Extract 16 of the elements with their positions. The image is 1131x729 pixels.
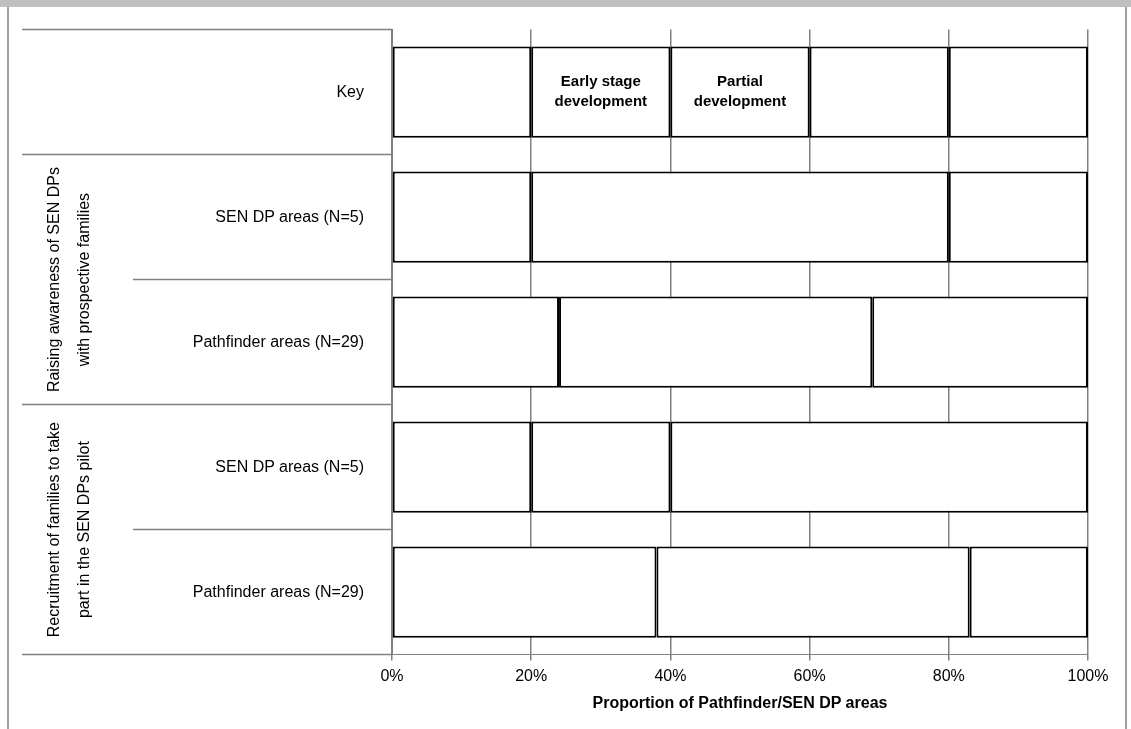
y-tick-label: Pathfinder areas (N=29) — [192, 332, 364, 350]
text: Recruitment of families to take part in the SEN DPs pilot — [45, 421, 93, 638]
y-tick-label: Pathfinder areas (N=29) — [192, 582, 364, 600]
x-tick-label: 40% — [654, 666, 687, 684]
x-tick-label: 100% — [1067, 666, 1109, 684]
y-tick-label: SEN DP areas (N=5) — [215, 457, 364, 475]
x-tick-label: 0% — [380, 666, 404, 684]
series-label: Early stage development — [554, 72, 648, 110]
text: Raising awareness of SEN DPs with prospective families — [45, 167, 93, 393]
series-label: Partial development — [693, 72, 787, 110]
y-tick-label: SEN DP areas (N=5) — [215, 207, 364, 225]
x-tick-label: 60% — [793, 666, 826, 684]
x-axis-title: Proportion of Pathfinder/SEN DP areas — [592, 693, 888, 711]
x-tick-label: 20% — [515, 666, 548, 684]
x-tick-label: 80% — [932, 666, 965, 684]
y-tick-label: Key — [336, 82, 364, 100]
